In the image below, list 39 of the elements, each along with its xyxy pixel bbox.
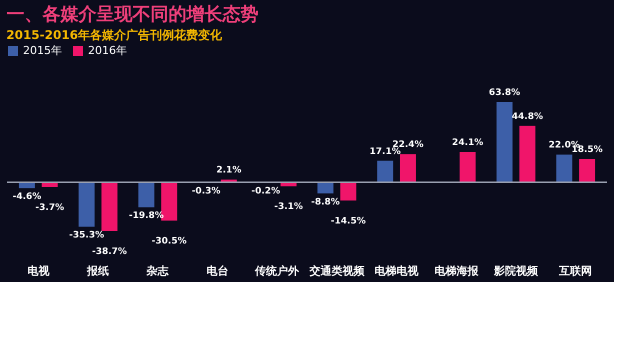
bar: [138, 182, 154, 208]
bar: [317, 182, 334, 194]
chart-title: 一、各媒介呈现不同的增长态势: [6, 4, 258, 25]
x-tick-label: 电视: [27, 264, 50, 278]
data-label: -35.3%: [69, 230, 104, 241]
bar: [101, 182, 118, 231]
bar: [579, 159, 596, 182]
data-label: -4.6%: [12, 192, 42, 202]
data-label: 2.1%: [216, 166, 242, 176]
x-tick-label: 互联网: [558, 264, 592, 278]
bar: [460, 152, 476, 182]
legend-label: 2015年: [23, 44, 62, 57]
legend-label: 2016年: [88, 44, 127, 57]
data-label: -30.5%: [152, 236, 187, 247]
data-label: -3.7%: [35, 202, 64, 213]
bar: [496, 102, 513, 182]
x-tick-label: 杂志: [146, 264, 170, 278]
bar: [340, 182, 356, 201]
data-label: -3.1%: [274, 202, 303, 212]
data-label: -8.8%: [311, 197, 340, 208]
x-tick-label: 电梯海报: [434, 264, 480, 278]
x-tick-label: 传统户外: [254, 264, 300, 278]
x-tick-label: 报纸: [86, 264, 110, 278]
data-label: -38.7%: [92, 247, 127, 257]
bar: [377, 160, 394, 182]
x-tick-label: 电台: [206, 264, 228, 278]
bar: [400, 154, 416, 182]
chart-subtitle: 2015-2016年各媒介广告刊例花费变化: [6, 28, 224, 42]
x-tick-label: 电梯电视: [374, 264, 420, 278]
data-label: -0.3%: [192, 186, 220, 197]
bar: [519, 126, 536, 182]
data-label: 24.1%: [452, 138, 484, 148]
x-tick-label: 交通类视频: [308, 264, 366, 278]
data-label: -14.5%: [330, 216, 366, 227]
bar: [556, 154, 572, 182]
x-tick-label: 影院视频: [492, 264, 539, 278]
data-label: 63.8%: [488, 88, 520, 98]
data-label: -0.2%: [251, 186, 280, 197]
bar: [78, 182, 95, 227]
